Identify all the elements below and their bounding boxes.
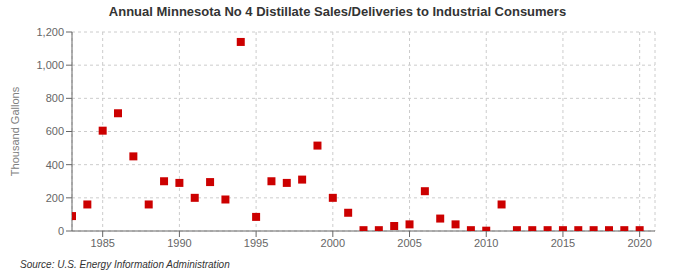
svg-text:2000: 2000 (321, 237, 345, 249)
svg-text:2015: 2015 (551, 237, 575, 249)
html-text:Annual Minnesota No 4 Distilla: Annual Minnesota No 4 Distillate Sales/D… (108, 4, 567, 19)
svg-text:2010: 2010 (474, 237, 498, 249)
svg-text:400: 400 (46, 159, 64, 171)
html-text:Source: U.S. Energy Informatio: Source: U.S. Energy Information Administ… (20, 259, 230, 270)
svg-text:2020: 2020 (627, 237, 651, 249)
svg-text:1995: 1995 (244, 237, 268, 249)
svg-text:600: 600 (46, 125, 64, 137)
svg-text:1,200: 1,200 (36, 26, 64, 38)
svg-text:800: 800 (46, 92, 64, 104)
svg-text:0: 0 (58, 225, 64, 237)
svg-text:Thousand Gallons: Thousand Gallons (9, 86, 21, 176)
svg-text:200: 200 (46, 192, 64, 204)
svg-text:1985: 1985 (90, 237, 114, 249)
svg-text:1,000: 1,000 (36, 59, 64, 71)
svg-text:1990: 1990 (167, 237, 191, 249)
svg-text:2005: 2005 (397, 237, 421, 249)
